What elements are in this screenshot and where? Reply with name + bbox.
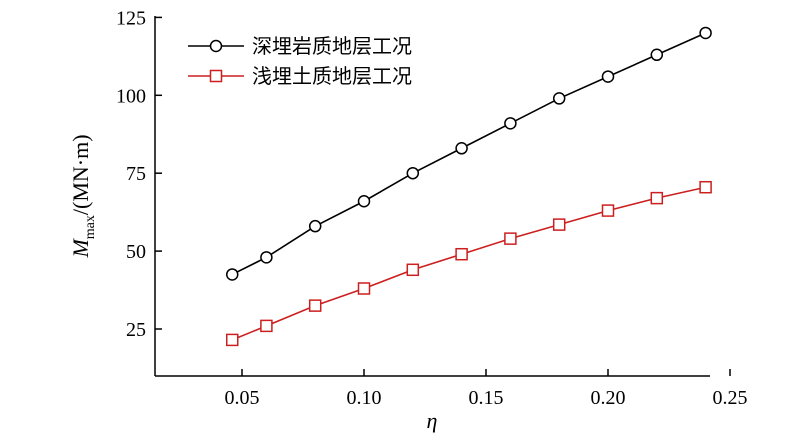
svg-text:Mmax/(MN·m): Mmax/(MN·m) (68, 134, 98, 258)
series-line-2 (231, 186, 706, 341)
data-point-circle (650, 48, 664, 62)
y-axis-label-main: M (68, 238, 93, 259)
data-point-circle (552, 92, 566, 105)
data-point-circle (308, 219, 322, 233)
legend-marker-circle (209, 39, 223, 53)
data-point-square (552, 218, 566, 231)
y-tick-label: 75 (126, 163, 146, 185)
data-point-circle (601, 70, 615, 83)
y-axis-ticks: 25 50 75 100 125 (116, 7, 162, 341)
x-tick-label: 0.25 (713, 387, 748, 409)
y-tick-label: 50 (126, 241, 146, 263)
data-point-circle (406, 166, 420, 180)
data-point-circle (225, 268, 239, 281)
data-point-circle (455, 142, 468, 155)
data-point-circle (357, 194, 371, 208)
legend-marker-square (209, 69, 223, 83)
y-axis-label-rest: /(MN·m) (68, 134, 93, 215)
data-point-square (699, 180, 712, 194)
legend-label-1: 深埋岩质地层工况 (252, 34, 412, 58)
y-tick-label: 125 (116, 7, 146, 29)
data-point-square (308, 299, 322, 312)
data-point-square (406, 263, 420, 277)
x-axis-ticks: 0.05 0.10 0.15 0.20 0.25 (225, 369, 748, 409)
x-tick-label: 0.20 (591, 387, 626, 409)
y-tick-label: 100 (116, 85, 146, 107)
data-point-square (601, 204, 615, 217)
data-point-circle (504, 117, 517, 130)
x-tick-label: 0.05 (225, 387, 260, 409)
y-axis-label: Mmax/(MN·m) (68, 134, 98, 258)
y-tick-label: 25 (126, 319, 146, 341)
x-axis-label: η (427, 408, 438, 433)
x-tick-label: 0.10 (347, 387, 382, 409)
data-point-square (260, 319, 273, 333)
legend-label-2: 浅埋土质地层工况 (252, 64, 412, 88)
data-point-square (650, 191, 664, 205)
y-axis-label-sub: max (83, 215, 98, 239)
data-point-circle (699, 26, 712, 40)
data-point-square (225, 333, 239, 347)
plot-area: 25 50 75 100 125 0.05 0.10 0.15 0.20 0.25 (116, 7, 748, 409)
data-point-square (357, 282, 371, 295)
data-point-circle (260, 251, 273, 264)
data-point-square (455, 247, 468, 261)
data-point-square (504, 232, 517, 245)
series-layer (225, 26, 712, 347)
x-tick-label: 0.15 (469, 387, 504, 409)
